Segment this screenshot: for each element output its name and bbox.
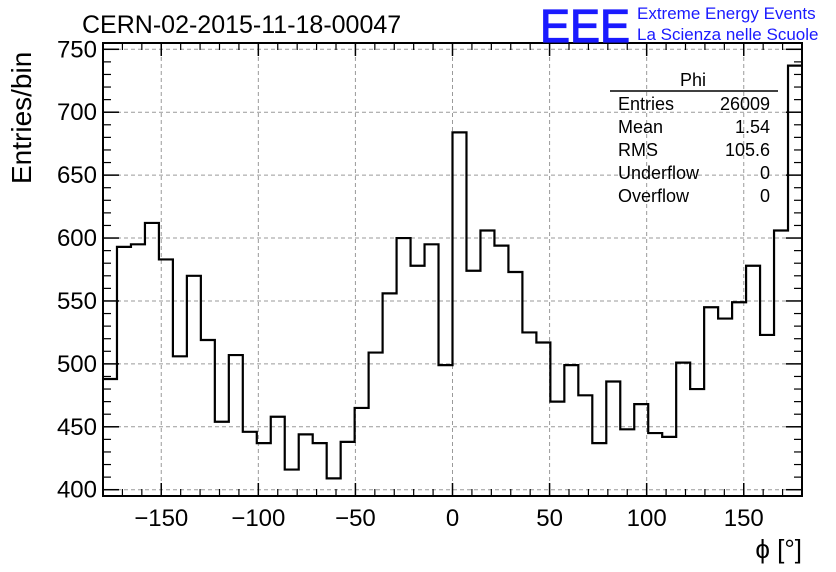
stats-underflow-label: Underflow [618,163,700,183]
y-tick-label: 700 [57,99,97,126]
histogram-line [103,64,802,480]
y-tick-labels: 400 450 500 550 600 650 700 750 [57,36,97,503]
x-tick-labels: −150 −100 −50 0 50 100 150 [134,505,764,532]
y-tick-label: 750 [57,36,97,63]
chart-title: CERN-02-2015-11-18-00047 [82,11,401,39]
y-tick-label: 600 [57,225,97,252]
stats-mean-label: Mean [618,117,663,137]
x-tick-label: −150 [134,505,188,532]
eee-logo-line1: Extreme Energy Events [637,4,816,23]
eee-logo: EEE Extreme Energy Events La Scienza nel… [539,0,818,53]
stats-entries-value: 26009 [720,94,770,114]
y-tick-label: 500 [57,351,97,378]
y-tick-label: 450 [57,414,97,441]
x-axis-label: ϕ [°] [755,534,802,564]
stats-box: Phi Entries 26009 Mean 1.54 RMS 105.6 Un… [610,70,778,206]
eee-logo-line2: La Scienza nelle Scuole [637,25,818,44]
stats-rms-label: RMS [618,140,658,160]
stats-overflow-label: Overflow [618,186,690,206]
axis-ticks [102,43,803,496]
x-tick-label: 0 [446,505,459,532]
x-tick-label: 100 [627,505,667,532]
y-tick-label: 550 [57,288,97,315]
y-axis-label: Entries/bin [6,52,37,184]
stats-overflow-value: 0 [760,186,770,206]
x-tick-label: −100 [231,505,285,532]
stats-entries-label: Entries [618,94,674,114]
x-tick-label: 150 [724,505,764,532]
y-tick-label: 650 [57,162,97,189]
stats-mean-value: 1.54 [735,117,770,137]
stats-rms-value: 105.6 [725,140,770,160]
x-tick-label: −50 [335,505,376,532]
stats-underflow-value: 0 [760,163,770,183]
x-tick-label: 50 [536,505,563,532]
stats-name: Phi [680,70,706,90]
y-tick-label: 400 [57,477,97,504]
eee-logo-mark: EEE [540,0,630,52]
